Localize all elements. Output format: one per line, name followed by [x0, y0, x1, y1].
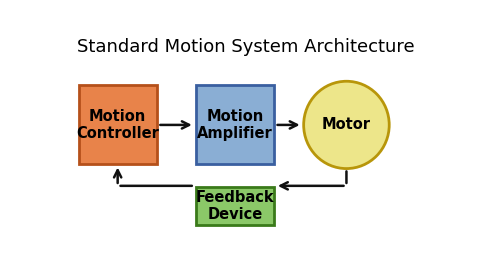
- Text: Motor: Motor: [322, 117, 371, 132]
- FancyBboxPatch shape: [196, 187, 274, 225]
- FancyBboxPatch shape: [79, 85, 156, 164]
- Text: Motion
Controller: Motion Controller: [76, 109, 159, 141]
- Text: Feedback
Device: Feedback Device: [195, 190, 274, 222]
- Text: Motion
Amplifier: Motion Amplifier: [197, 109, 273, 141]
- FancyBboxPatch shape: [196, 85, 274, 164]
- Ellipse shape: [304, 81, 389, 168]
- Text: Standard Motion System Architecture: Standard Motion System Architecture: [77, 38, 415, 56]
